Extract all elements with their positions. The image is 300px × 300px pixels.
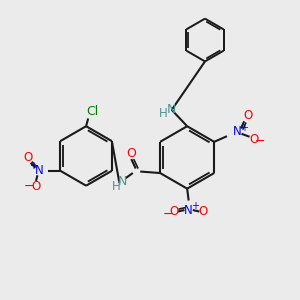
Text: +: + bbox=[240, 123, 248, 133]
Text: O: O bbox=[249, 133, 258, 146]
Text: N: N bbox=[184, 203, 193, 217]
Text: O: O bbox=[243, 110, 252, 122]
Text: H: H bbox=[159, 107, 168, 120]
Text: O: O bbox=[169, 205, 178, 218]
Text: Cl: Cl bbox=[86, 106, 98, 118]
Text: N: N bbox=[118, 175, 127, 188]
Text: O: O bbox=[126, 147, 136, 160]
Text: O: O bbox=[32, 180, 40, 193]
Text: +: + bbox=[29, 161, 37, 171]
Text: N: N bbox=[34, 164, 43, 177]
Text: −: − bbox=[23, 180, 34, 194]
Text: N: N bbox=[167, 103, 176, 116]
Text: H: H bbox=[112, 180, 120, 193]
Text: +: + bbox=[191, 202, 199, 212]
Text: O: O bbox=[23, 151, 32, 164]
Text: −: − bbox=[163, 208, 173, 221]
Text: −: − bbox=[255, 135, 266, 148]
Text: O: O bbox=[199, 205, 208, 218]
Text: N: N bbox=[233, 125, 242, 138]
